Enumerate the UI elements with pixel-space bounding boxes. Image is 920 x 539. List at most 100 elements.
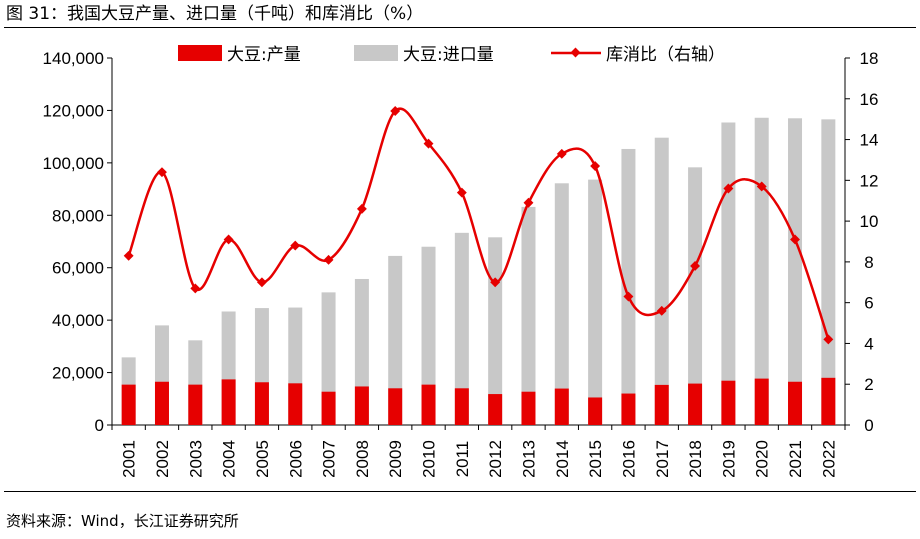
production-bar (821, 377, 836, 425)
ratio-point (490, 277, 501, 288)
title-divider (4, 27, 916, 28)
import-bar (821, 119, 836, 425)
left-tick-label: 100,000 (43, 154, 104, 173)
right-tick-label: 12 (860, 171, 879, 190)
legend-import-label: 大豆:进口量 (403, 45, 494, 65)
figure-title: 图 31：我国大豆产量、进口量（千吨）和库消比（%） (6, 4, 424, 24)
x-tick-label: 2004 (220, 440, 239, 478)
import-bar (654, 137, 669, 426)
x-tick-label: 2010 (420, 440, 439, 478)
legend-production-label: 大豆:产量 (227, 45, 301, 65)
production-bar (221, 379, 236, 425)
source-note: 资料来源：Wind，长江证券研究所 (6, 512, 239, 530)
production-bar (454, 388, 469, 425)
production-bar (654, 384, 669, 425)
footer-divider (4, 491, 916, 492)
x-tick-label: 2011 (453, 441, 472, 478)
import-bar (421, 246, 436, 425)
production-bar (154, 381, 169, 425)
import-bar (621, 148, 636, 426)
production-bar (688, 383, 703, 425)
x-tick-label: 2019 (719, 440, 738, 478)
x-tick-label: 2015 (586, 440, 605, 478)
left-tick-label: 80,000 (52, 206, 104, 225)
production-bar (554, 388, 569, 425)
production-bar (121, 384, 136, 425)
x-tick-label: 2002 (153, 440, 172, 478)
production-bar (621, 393, 636, 425)
production-bar (354, 386, 369, 425)
left-tick-label: 120,000 (43, 101, 104, 120)
legend-ratio-label: 库消比（右轴） (606, 45, 725, 65)
production-bar (421, 384, 436, 425)
x-tick-label: 2021 (786, 440, 805, 478)
ratio-point (723, 183, 734, 194)
production-bar (388, 388, 403, 425)
ratio-point (823, 334, 834, 345)
ratio-point (123, 250, 134, 261)
production-bar (588, 397, 603, 425)
right-tick-label: 4 (864, 334, 873, 353)
right-tick-label: 14 (860, 131, 879, 150)
ratio-point (223, 234, 234, 245)
legend: 大豆:产量 大豆:进口量 库消比（右轴） (178, 45, 725, 65)
ratio-point (256, 277, 267, 288)
x-tick-label: 2014 (553, 440, 572, 478)
production-bar (254, 382, 269, 425)
import-bar (688, 167, 703, 425)
ratio-point (290, 240, 301, 251)
left-tick-label: 40,000 (52, 311, 104, 330)
ratio-point (690, 261, 701, 271)
x-tick-label: 2003 (186, 440, 205, 478)
right-tick-label: 0 (864, 416, 873, 435)
ratio-line-series (123, 106, 834, 345)
ratio-point (756, 181, 767, 192)
import-bar (754, 117, 769, 426)
import-bar (521, 206, 536, 425)
legend-production-swatch (178, 45, 222, 61)
x-tick-label: 2017 (653, 440, 672, 478)
import-bar (454, 232, 469, 425)
ratio-point (623, 291, 634, 302)
x-tick-label: 2012 (486, 440, 505, 478)
ratio-point (590, 161, 601, 172)
legend-ratio-marker (570, 47, 581, 58)
ratio-point (523, 197, 534, 208)
x-tick-label: 2008 (353, 440, 372, 478)
x-tick-label: 2018 (686, 440, 705, 478)
production-bar (521, 391, 536, 425)
right-tick-label: 6 (864, 294, 873, 313)
ratio-point (356, 203, 367, 214)
right-tick-label: 18 (860, 49, 879, 68)
production-bar (288, 383, 303, 425)
import-bar (588, 179, 603, 425)
ratio-point (190, 283, 201, 294)
import-bar (488, 237, 503, 425)
import-bar (388, 255, 403, 425)
ratio-point (323, 254, 334, 265)
production-bar (721, 380, 736, 425)
bars (121, 117, 836, 426)
x-tick-label: 2009 (386, 440, 405, 478)
x-tick-label: 2016 (619, 440, 638, 478)
x-tick-label: 2022 (819, 440, 838, 478)
production-bar (788, 381, 803, 425)
right-tick-label: 16 (860, 90, 879, 109)
production-bar (321, 391, 336, 425)
ratio-point (556, 148, 567, 159)
x-tick-label: 2013 (519, 440, 538, 478)
ratio-point (456, 187, 467, 198)
x-tick-label: 2020 (753, 440, 772, 478)
left-tick-label: 20,000 (52, 364, 104, 383)
ratio-point (656, 305, 667, 316)
right-tick-label: 8 (864, 253, 873, 272)
production-bar (188, 384, 203, 425)
legend-import-swatch (354, 45, 398, 61)
right-tick-label: 2 (864, 375, 873, 394)
ratio-point (423, 138, 434, 149)
x-tick-label: 2005 (253, 440, 272, 478)
left-tick-label: 0 (95, 416, 104, 435)
production-bar (754, 378, 769, 425)
ratio-point (790, 234, 800, 245)
